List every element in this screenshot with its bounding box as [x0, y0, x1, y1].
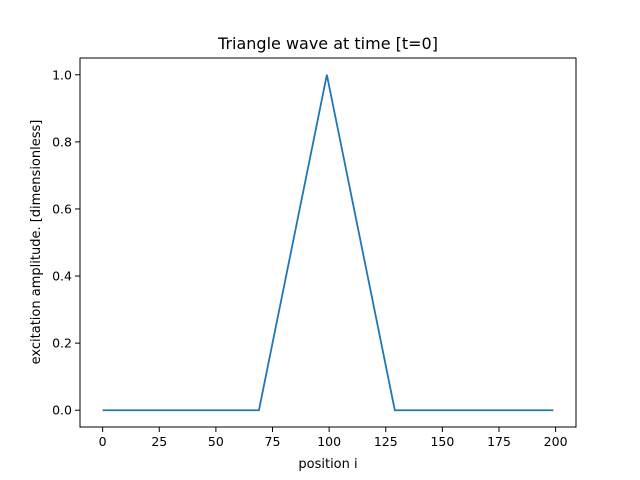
y-tick-label: 0.8 [52, 134, 72, 149]
x-axis-label: position i [298, 457, 357, 472]
x-tick-label: 25 [151, 434, 167, 449]
x-tick-label: 200 [544, 434, 568, 449]
x-tick-label: 75 [265, 434, 281, 449]
x-tick-label: 175 [487, 434, 511, 449]
x-tick-label: 0 [99, 434, 107, 449]
y-tick-label: 1.0 [52, 67, 72, 82]
x-tick-label: 150 [430, 434, 454, 449]
x-tick-label: 50 [208, 434, 224, 449]
y-tick-label: 0.6 [52, 201, 72, 216]
x-tick-label: 125 [374, 434, 398, 449]
axes-frame [79, 57, 577, 428]
y-axis-label: excitation amplitude. [dimensionless] [29, 120, 44, 365]
plot-area [102, 74, 554, 412]
x-tick-label: 100 [317, 434, 341, 449]
y-tick-label: 0.4 [52, 269, 72, 284]
tick-group: 0 25 50 75 100 125 150 175 200 0.0 0.2 0.4 0.6 0.8 1.0 [52, 67, 567, 449]
y-tick-label: 0.2 [52, 336, 72, 351]
series-line [102, 74, 554, 412]
chart-title: Triangle wave at time [t=0] [217, 34, 438, 53]
y-tick-label: 0.0 [52, 403, 72, 418]
